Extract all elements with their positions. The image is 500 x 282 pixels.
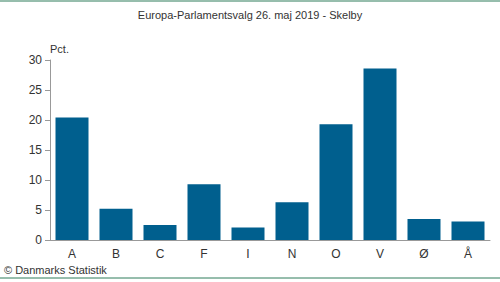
- svg-text:Pct.: Pct.: [50, 43, 69, 55]
- svg-text:F: F: [200, 247, 207, 261]
- svg-text:5: 5: [35, 203, 42, 217]
- svg-text:25: 25: [29, 83, 43, 97]
- svg-text:O: O: [331, 247, 340, 261]
- svg-text:C: C: [156, 247, 165, 261]
- svg-text:A: A: [68, 247, 76, 261]
- svg-text:Ø: Ø: [419, 247, 428, 261]
- svg-text:N: N: [288, 247, 297, 261]
- svg-text:© Danmarks Statistik: © Danmarks Statistik: [4, 264, 107, 276]
- svg-text:0: 0: [35, 233, 42, 247]
- svg-text:B: B: [112, 247, 120, 261]
- svg-text:10: 10: [29, 173, 43, 187]
- svg-text:Å: Å: [464, 246, 472, 261]
- svg-text:30: 30: [29, 53, 43, 67]
- svg-text:Europa-Parlamentsvalg 26. maj: Europa-Parlamentsvalg 26. maj 2019 - Ske…: [138, 9, 363, 21]
- svg-text:I: I: [246, 247, 249, 261]
- svg-text:20: 20: [29, 113, 43, 127]
- svg-text:15: 15: [29, 143, 43, 157]
- svg-text:V: V: [376, 247, 384, 261]
